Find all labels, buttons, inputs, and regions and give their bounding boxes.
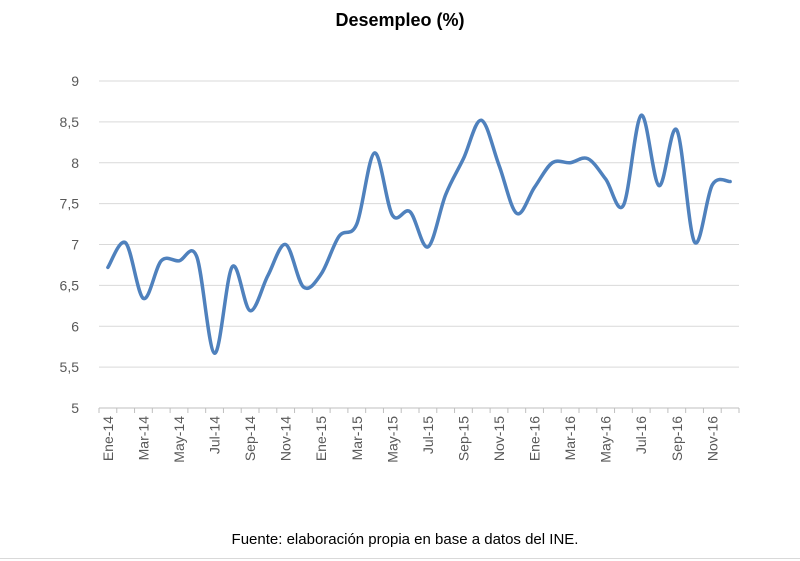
x-tick-label: Mar-15	[349, 416, 365, 461]
x-tick-label: Jul-14	[207, 416, 223, 454]
x-tick-label: May-15	[384, 416, 400, 463]
x-tick-label: Ene-14	[100, 416, 116, 461]
x-axis	[98, 407, 740, 413]
x-tick-label: Ene-16	[527, 416, 543, 461]
x-tick-label: Sep-14	[242, 416, 258, 461]
y-tick-label: 9	[71, 73, 79, 89]
series-line	[106, 113, 732, 355]
x-tick-label: May-16	[598, 416, 614, 463]
y-tick-label: 8	[71, 155, 79, 171]
series-layer	[106, 113, 732, 355]
y-tick-label: 6	[71, 318, 79, 334]
x-tick-label: Nov-16	[704, 416, 720, 461]
y-tick-label: 5	[71, 400, 79, 416]
x-tick-label: Nov-15	[491, 416, 507, 461]
y-tick-label: 6,5	[60, 277, 80, 293]
x-tick-label: May-14	[171, 416, 187, 463]
y-axis-labels: 5 5,5 6 6,5 7 7,5 8 8,5 9	[60, 73, 80, 416]
x-axis-labels: Ene-14 Mar-14 May-14 Jul-14 Sep-14 Nov-14 Ene-…	[100, 416, 720, 463]
x-tick-label: Ene-15	[313, 416, 329, 461]
source-note: Fuente: elaboración propia en base a dat…	[231, 531, 579, 548]
x-tick-label: Sep-15	[455, 416, 471, 461]
y-tick-label: 5,5	[60, 359, 80, 375]
x-tick-label: Sep-16	[669, 416, 685, 461]
y-tick-label: 7	[71, 237, 79, 253]
x-tick-label: Mar-16	[562, 416, 578, 461]
x-tick-label: Mar-14	[135, 416, 151, 461]
bottom-divider	[0, 558, 800, 559]
y-tick-label: 8,5	[60, 114, 80, 130]
gridlines	[99, 80, 739, 368]
x-tick-label: Jul-15	[420, 416, 436, 454]
x-tick-label: Jul-16	[633, 416, 649, 454]
chart-title: Desempleo (%)	[335, 10, 465, 30]
y-tick-label: 7,5	[60, 196, 80, 212]
x-tick-label: Nov-14	[278, 416, 294, 461]
